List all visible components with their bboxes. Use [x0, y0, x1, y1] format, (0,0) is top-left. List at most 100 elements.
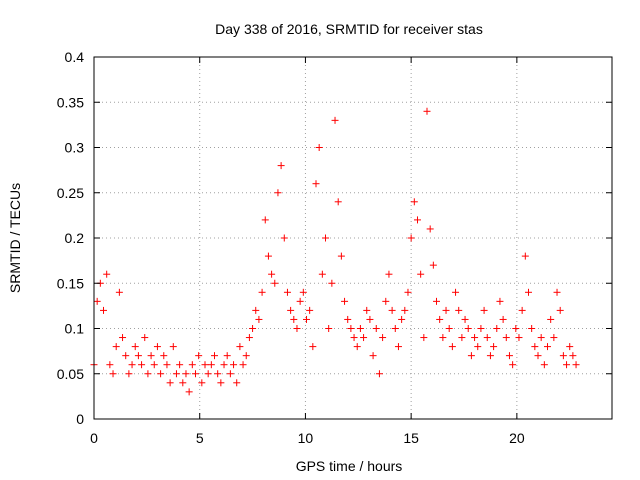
- data-point: [452, 288, 460, 296]
- data-point: [464, 325, 472, 332]
- data-point: [572, 361, 580, 369]
- grid-lines: [94, 57, 612, 419]
- data-point: [141, 334, 149, 342]
- data-point: [385, 270, 393, 278]
- x-axis-label: GPS time / hours: [296, 458, 403, 474]
- data-point: [236, 343, 244, 351]
- data-point: [233, 379, 241, 387]
- data-point: [255, 315, 263, 323]
- data-point: [299, 288, 307, 296]
- data-point: [128, 361, 136, 369]
- chart-title: Day 338 of 2016, SRMTID for receiver sta…: [215, 21, 483, 37]
- data-point: [401, 306, 409, 314]
- data-point: [220, 361, 228, 369]
- data-point: [283, 288, 291, 296]
- data-point: [217, 379, 225, 387]
- data-point: [363, 306, 371, 314]
- data-point: [404, 288, 412, 296]
- data-point: [249, 325, 257, 332]
- data-point: [474, 343, 482, 351]
- data-point: [312, 180, 320, 188]
- data-point: [93, 297, 101, 305]
- data-point: [569, 352, 577, 360]
- data-point: [436, 315, 444, 323]
- data-point: [356, 325, 364, 332]
- data-point: [524, 288, 532, 296]
- data-point: [214, 370, 222, 378]
- x-tick-label: 15: [403, 430, 419, 446]
- data-point: [147, 352, 155, 360]
- data-point: [423, 107, 431, 115]
- x-tick-label: 0: [90, 430, 98, 446]
- data-point: [388, 306, 396, 314]
- data-point: [502, 334, 510, 342]
- data-point: [439, 334, 447, 342]
- data-point: [112, 343, 120, 351]
- data-point: [191, 370, 199, 378]
- data-point: [429, 261, 437, 269]
- data-point: [518, 306, 526, 314]
- data-point: [166, 379, 174, 387]
- data-point: [318, 270, 326, 278]
- data-point: [334, 198, 342, 206]
- data-point: [315, 144, 323, 151]
- data-point: [426, 225, 434, 233]
- data-point: [417, 270, 425, 278]
- data-point: [109, 370, 117, 378]
- y-tick-label: 0.35: [57, 94, 84, 110]
- data-point: [134, 352, 142, 360]
- data-point: [477, 325, 485, 332]
- data-point: [496, 297, 504, 305]
- y-tick-label: 0.4: [65, 49, 85, 65]
- data-point: [455, 306, 463, 314]
- data-point: [207, 361, 215, 369]
- data-point: [157, 370, 165, 378]
- data-point: [410, 198, 418, 206]
- data-point: [138, 361, 146, 369]
- data-point: [144, 370, 152, 378]
- data-point: [188, 361, 196, 369]
- y-tick-label: 0.2: [65, 230, 85, 246]
- data-point: [277, 162, 285, 170]
- data-point: [391, 325, 399, 332]
- data-point: [201, 361, 209, 369]
- data-point: [296, 297, 304, 305]
- data-point: [375, 370, 383, 378]
- data-point: [230, 361, 238, 369]
- x-tick-label: 20: [509, 430, 525, 446]
- y-tick-label: 0.05: [57, 366, 84, 382]
- data-point: [122, 352, 130, 360]
- x-tick-label: 10: [298, 430, 314, 446]
- data-point: [458, 334, 466, 342]
- data-point: [252, 306, 260, 314]
- data-point: [258, 288, 266, 296]
- data-point: [372, 325, 380, 332]
- x-tick-label: 5: [196, 430, 204, 446]
- data-point: [103, 270, 111, 278]
- tick-labels: 0 0.05 0.1 0.15 0.2 0.25 0.3 0.35 0.4 0 5 10 15 20: [57, 49, 525, 446]
- data-point: [341, 297, 349, 305]
- data-point: [223, 352, 231, 360]
- data-point: [544, 343, 552, 351]
- data-point: [398, 315, 406, 323]
- data-point: [344, 315, 352, 323]
- data-point: [245, 334, 253, 342]
- data-point: [553, 288, 561, 296]
- data-point: [302, 315, 310, 323]
- data-point: [185, 388, 193, 396]
- data-point: [115, 288, 123, 296]
- data-point: [287, 306, 295, 314]
- data-point: [242, 352, 250, 360]
- data-point: [556, 306, 564, 314]
- data-point: [505, 352, 513, 360]
- data-point: [537, 334, 545, 342]
- y-tick-label: 0: [76, 411, 84, 427]
- y-tick-label: 0.15: [57, 275, 84, 291]
- data-point: [309, 343, 317, 351]
- data-point: [119, 334, 127, 342]
- data-point: [563, 361, 571, 369]
- data-point: [442, 306, 450, 314]
- data-point: [461, 315, 469, 323]
- data-point: [379, 334, 387, 342]
- data-point: [271, 279, 279, 287]
